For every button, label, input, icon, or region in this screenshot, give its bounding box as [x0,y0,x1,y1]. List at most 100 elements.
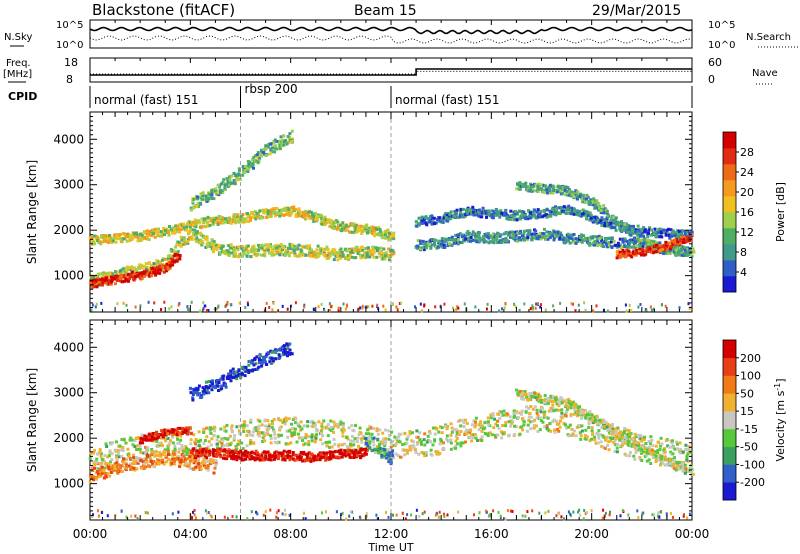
heatmap-cell [203,225,207,228]
heatmap-cell [336,258,340,262]
heatmap-cell [207,197,211,201]
heatmap-cell [231,430,234,434]
heatmap-cell [638,248,642,251]
heatmap-cell [581,193,585,197]
heatmap-cell [258,215,262,219]
heatmap-cell [622,250,626,254]
heatmap-cell [636,433,640,437]
heatmap-cell [564,212,568,215]
heatmap-cell [361,229,365,233]
heatmap-cell [313,440,317,444]
heatmap-cell [90,280,94,283]
heatmap-cell [615,256,619,260]
heatmap-cell [586,195,590,199]
heatmap-cell [138,232,142,236]
heatmap-cell [575,211,578,214]
heatmap-cell [107,274,111,278]
heatmap-cell [500,430,503,434]
nsearch-series-line [89,35,693,44]
heatmap-cell [308,252,312,256]
heatmap-cell [358,426,362,430]
heatmap-cell [232,179,236,182]
heatmap-cell [549,429,553,433]
heatmap-cell [260,216,264,220]
heatmap-cell [384,437,388,441]
heatmap-cell [460,235,464,239]
heatmap-cell [146,235,150,239]
heatmap-cell [363,251,366,254]
heatmap-cell [442,216,446,220]
heatmap-cell [377,233,381,237]
heatmap-cell [221,220,225,224]
heatmap-cell [403,448,407,452]
heatmap-cell [587,236,591,240]
heatmap-cell [175,434,179,438]
heatmap-cell [678,248,682,252]
heatmap-cell [487,420,490,424]
heatmap-cell [639,238,643,242]
heatmap-cell [289,247,293,251]
heatmap-cell [527,418,531,422]
heatmap-cell [476,439,480,442]
heatmap-cell [474,211,478,215]
heatmap-cell [173,251,177,255]
heatmap-cell [634,230,638,234]
heatmap-cell [116,448,120,452]
heatmap-cell [244,249,248,252]
heatmap-cell [626,252,630,256]
heatmap-cell [233,217,237,221]
heatmap-cell [648,228,652,232]
heatmap-cell [529,216,532,220]
heatmap-cell [391,440,394,443]
heatmap-cell [269,441,273,445]
heatmap-cell [535,411,539,415]
heatmap-cell [194,222,198,226]
heatmap-cell [518,432,522,436]
heatmap-cell [334,251,337,255]
heatmap-cell [357,444,360,448]
heatmap-cell [266,433,270,436]
heatmap-cell [148,233,152,237]
heatmap-cell [249,420,253,424]
heatmap-cell [149,268,152,272]
heatmap-cell [173,231,177,235]
heatmap-cell [155,259,159,263]
heatmap-cell [508,218,512,221]
heatmap-cell [160,230,164,233]
heatmap-cell [597,429,601,433]
heatmap-cell [662,228,665,232]
heatmap-cell [378,227,382,231]
heatmap-cell [340,228,344,231]
heatmap-cell [505,231,509,235]
heatmap-cell [128,266,132,269]
heatmap-cell [252,247,256,251]
heatmap-cell [459,210,463,214]
heatmap-cell [316,251,320,255]
heatmap-cell [279,250,283,254]
heatmap-cell [275,147,279,151]
heatmap-cell [140,266,144,270]
heatmap-cell [524,216,528,220]
heatmap-cell [312,421,316,425]
heatmap-cell [445,427,449,431]
heatmap-cell [547,232,551,236]
heatmap-cell [183,237,187,241]
heatmap-cell [670,245,674,249]
heatmap-cell [114,270,117,274]
heatmap-cell [200,225,203,229]
heatmap-cell [667,445,671,449]
heatmap-cell [587,426,591,429]
heatmap-cell [215,438,219,442]
heatmap-cell [132,272,136,276]
heatmap-cell [215,307,218,311]
heatmap-cell [485,235,489,238]
heatmap-cell [278,418,282,422]
heatmap-cell [290,243,294,247]
heatmap-cell [548,183,552,187]
heatmap-cell [126,447,130,451]
heatmap-cell [396,454,400,458]
heatmap-cell [285,142,289,146]
heatmap-cell [297,213,300,217]
heatmap-cell [230,424,234,428]
